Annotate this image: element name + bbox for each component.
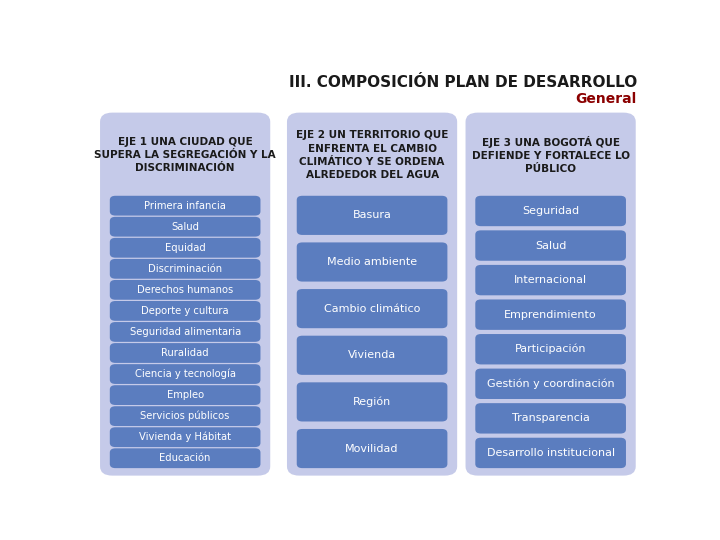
Text: Seguridad: Seguridad	[522, 206, 579, 216]
Text: General: General	[575, 92, 637, 106]
FancyBboxPatch shape	[297, 382, 447, 422]
Text: Ciencia y tecnología: Ciencia y tecnología	[135, 369, 235, 379]
Text: Participación: Participación	[515, 344, 586, 354]
Text: III. COMPOSICIÓN PLAN DE DESARROLLO: III. COMPOSICIÓN PLAN DE DESARROLLO	[289, 75, 637, 90]
FancyBboxPatch shape	[475, 403, 626, 434]
FancyBboxPatch shape	[475, 300, 626, 330]
Text: Servicios públicos: Servicios públicos	[140, 411, 230, 421]
Text: Salud: Salud	[171, 222, 199, 232]
Text: Desarrollo institucional: Desarrollo institucional	[487, 448, 615, 458]
Text: Discriminación: Discriminación	[148, 264, 222, 274]
Text: Transparencia: Transparencia	[512, 413, 590, 423]
FancyBboxPatch shape	[110, 301, 261, 321]
FancyBboxPatch shape	[110, 238, 261, 258]
FancyBboxPatch shape	[475, 265, 626, 295]
Text: Seguridad alimentaria: Seguridad alimentaria	[130, 327, 240, 337]
FancyBboxPatch shape	[475, 231, 626, 261]
Text: Medio ambiente: Medio ambiente	[327, 257, 417, 267]
FancyBboxPatch shape	[110, 280, 261, 300]
FancyBboxPatch shape	[110, 427, 261, 447]
FancyBboxPatch shape	[110, 406, 261, 426]
Text: Primera infancia: Primera infancia	[144, 201, 226, 211]
FancyBboxPatch shape	[110, 196, 261, 215]
FancyBboxPatch shape	[110, 343, 261, 363]
Text: Educación: Educación	[159, 453, 211, 463]
Text: Región: Región	[353, 397, 391, 407]
FancyBboxPatch shape	[110, 217, 261, 237]
FancyBboxPatch shape	[287, 113, 457, 476]
FancyBboxPatch shape	[466, 113, 636, 476]
Text: Movilidad: Movilidad	[346, 443, 399, 454]
FancyBboxPatch shape	[475, 438, 626, 468]
Text: Gestión y coordinación: Gestión y coordinación	[487, 379, 614, 389]
FancyBboxPatch shape	[110, 364, 261, 384]
Text: Internacional: Internacional	[514, 275, 588, 285]
FancyBboxPatch shape	[475, 196, 626, 226]
Text: EJE 1 UNA CIUDAD QUE
SUPERA LA SEGREGACIÓN Y LA
DISCRIMINACIÓN: EJE 1 UNA CIUDAD QUE SUPERA LA SEGREGACI…	[94, 137, 276, 173]
Text: Ruralidad: Ruralidad	[161, 348, 209, 358]
FancyBboxPatch shape	[110, 259, 261, 279]
Text: Equidad: Equidad	[165, 243, 205, 253]
FancyBboxPatch shape	[297, 196, 447, 235]
Text: Salud: Salud	[535, 240, 567, 251]
FancyBboxPatch shape	[297, 289, 447, 328]
Text: Cambio climático: Cambio climático	[324, 303, 420, 314]
Text: Emprendimiento: Emprendimiento	[504, 309, 597, 320]
FancyBboxPatch shape	[297, 242, 447, 281]
Text: EJE 3 UNA BOGOTÁ QUE
DEFIENDE Y FORTALECE LO
PÚBLICO: EJE 3 UNA BOGOTÁ QUE DEFIENDE Y FORTALEC…	[472, 136, 629, 174]
Text: Derechos humanos: Derechos humanos	[137, 285, 233, 295]
FancyBboxPatch shape	[297, 429, 447, 468]
FancyBboxPatch shape	[110, 322, 261, 342]
FancyBboxPatch shape	[475, 369, 626, 399]
Text: Vivienda y Hábitat: Vivienda y Hábitat	[139, 432, 231, 442]
Text: Basura: Basura	[353, 211, 392, 220]
FancyBboxPatch shape	[297, 336, 447, 375]
Text: Deporte y cultura: Deporte y cultura	[141, 306, 229, 316]
FancyBboxPatch shape	[475, 334, 626, 364]
FancyBboxPatch shape	[110, 448, 261, 468]
FancyBboxPatch shape	[110, 385, 261, 405]
Text: EJE 2 UN TERRITORIO QUE
ENFRENTA EL CAMBIO
CLIMÁTICO Y SE ORDENA
ALREDEDOR DEL A: EJE 2 UN TERRITORIO QUE ENFRENTA EL CAMB…	[296, 131, 449, 180]
Text: Vivienda: Vivienda	[348, 350, 396, 360]
FancyBboxPatch shape	[100, 113, 270, 476]
Text: Empleo: Empleo	[166, 390, 204, 400]
